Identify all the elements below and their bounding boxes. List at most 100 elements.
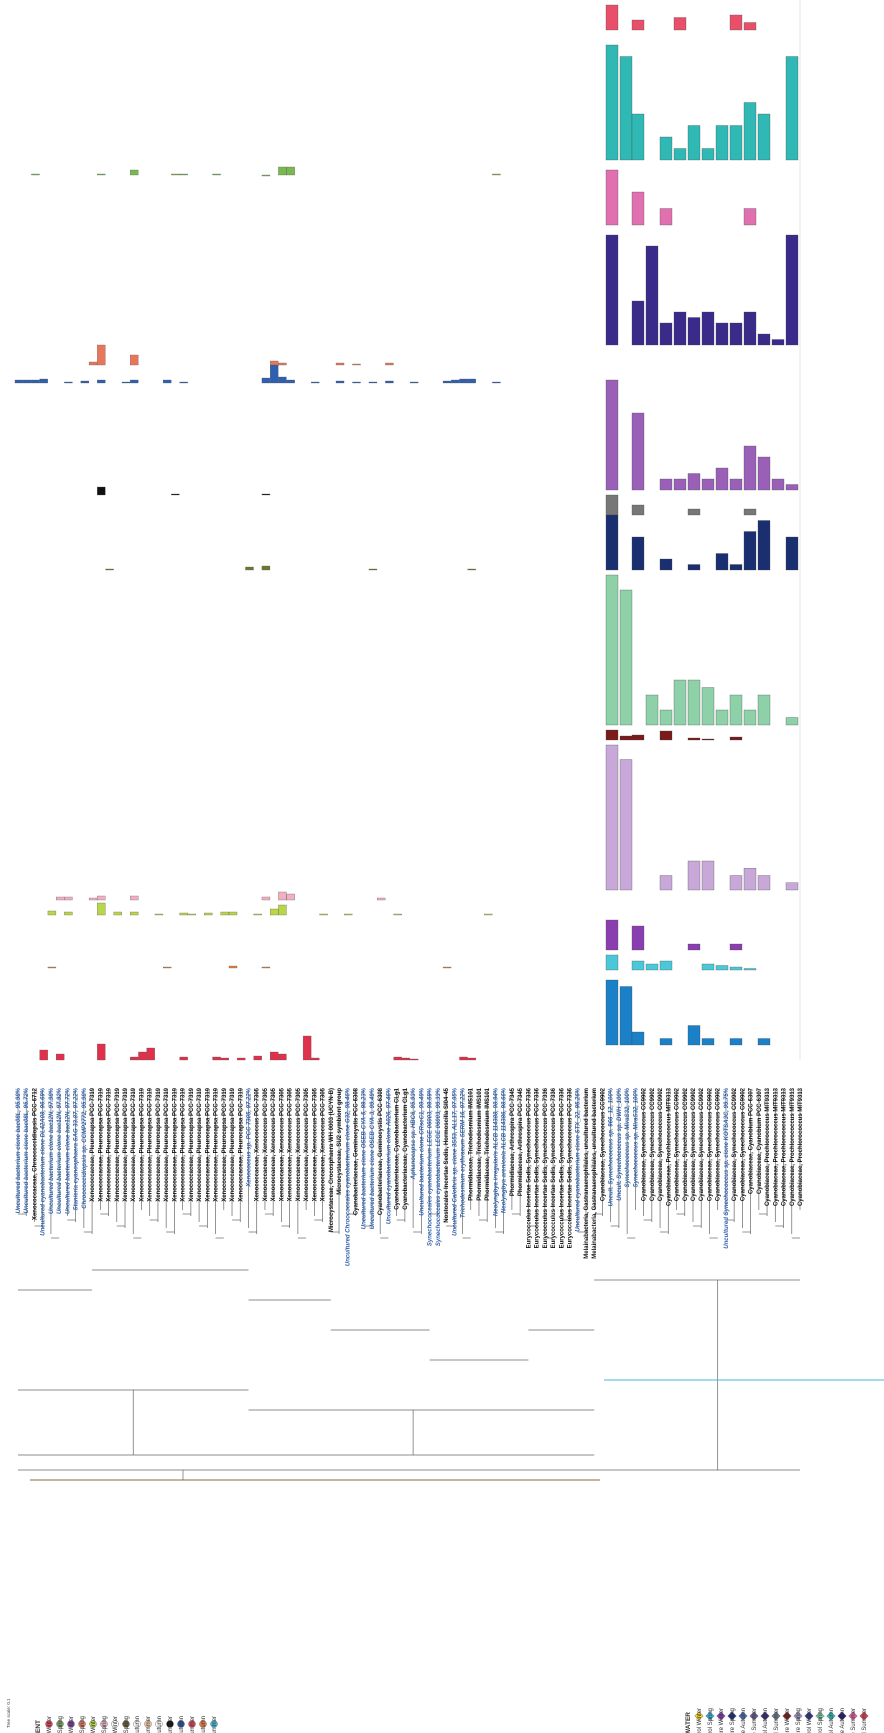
- abundance-bar: [631, 19, 645, 31]
- abundance-bar: [757, 520, 771, 571]
- abundance-bar: [631, 113, 645, 161]
- tip-label: Melainabacteria, Gastranaerophilales, un…: [592, 1088, 598, 1259]
- sediment-bar: [409, 1058, 419, 1061]
- sediment-bar: [278, 904, 287, 916]
- abundance-bar: [715, 709, 729, 726]
- legend-title: SEA WATER: [685, 1712, 692, 1733]
- abundance-bar: [659, 875, 673, 891]
- abundance-bar: [605, 919, 619, 951]
- tip-label: Uncultured bacterium clone bac12N, 97.92…: [57, 1087, 63, 1214]
- legend-swatch: [78, 1720, 86, 1728]
- abundance-bar: [757, 1038, 771, 1046]
- sediment-bar: [88, 897, 98, 901]
- abundance-bar: [659, 322, 673, 346]
- tree-tip-labels: Uncultured bacterium clone bac08L, 95.98…: [16, 1087, 804, 1266]
- tip-label: Microcystaceae, SU2 symbiont group: [337, 1088, 343, 1195]
- tip-label: Chroococcidiopsis sp. CCMP2772, 95.98%: [82, 1087, 88, 1208]
- sediment-bar: [492, 381, 501, 384]
- legend-swatch: [815, 1711, 825, 1721]
- abundance-bar: [673, 679, 687, 726]
- sediment-bar: [311, 1057, 320, 1061]
- abundance-bar: [605, 234, 619, 346]
- sediment-bar: [270, 1051, 279, 1061]
- sediment-bar: [270, 908, 279, 916]
- legend-label: CA Aquaculture Summer: [752, 1708, 758, 1733]
- sediment-bar: [97, 895, 106, 901]
- sediment-bar: [385, 362, 394, 366]
- abundance-bar: [687, 317, 701, 346]
- abundance-bar: [715, 322, 729, 346]
- sediment-bar: [130, 169, 139, 176]
- abundance-bar: [715, 553, 729, 571]
- tip-label: Aphanocapsa sp. HBC6, 95.93%: [411, 1087, 417, 1180]
- sediment-bar: [113, 911, 122, 916]
- tip-label: Cyanobiaceae, Prochlorococcus MIT9313: [765, 1087, 771, 1206]
- legend-swatch: [848, 1711, 858, 1721]
- abundance-bar: [743, 22, 757, 31]
- tip-label: Xenococcaceae, Xenococcus PCC-7305: [304, 1087, 310, 1201]
- tip-label: Uncult. Synechococcus sp. 966_12, 100%: [609, 1087, 615, 1206]
- legend-label: SA Control Summer: [862, 1708, 868, 1733]
- legend-label: CA Aquaculture Winter: [69, 1716, 75, 1733]
- abundance-bar: [673, 148, 687, 161]
- abundance-bar: [757, 333, 771, 346]
- sediment-bar: [261, 377, 271, 384]
- tip-label: Xenococcaceae, Xenococcus PCC-7305: [255, 1087, 261, 1201]
- abundance-bar: [701, 148, 715, 161]
- tip-label: Cyanobiaceae, Synechococcus CC9902: [650, 1087, 656, 1201]
- abundance-bar: [605, 44, 619, 161]
- sediment-bar: [352, 381, 361, 384]
- sediment-bar: [130, 379, 139, 384]
- sediment-bar: [187, 913, 197, 916]
- tip-label: Xenococcaceae, Pleurocapsa PCC-7319: [189, 1087, 195, 1201]
- sediment-bar: [212, 1056, 221, 1061]
- sediment-bar: [442, 966, 452, 969]
- sediment-bar: [39, 378, 48, 384]
- abundance-bar: [645, 694, 659, 726]
- abundance-bar: [659, 1038, 673, 1046]
- sediment-bar: [286, 893, 295, 901]
- sediment-bar: [286, 379, 295, 384]
- tip-label: Eurycocculus Incertae Sedis, Synechococc…: [551, 1087, 557, 1248]
- abundance-bar: [605, 379, 619, 491]
- abundance-bar: [785, 234, 799, 346]
- sediment-bar: [459, 1056, 468, 1061]
- sediment-bar: [64, 381, 73, 384]
- sediment-bar: [278, 362, 287, 366]
- sediment-bar: [88, 361, 98, 366]
- sediment-bar: [278, 376, 287, 384]
- tip-label: Xenococcaceae, Pleurocapsa PCC-7319: [90, 1087, 96, 1201]
- abundance-bar: [743, 445, 757, 491]
- tip-label: Uncultured bacterium clone OSEB-CYA-3, 9…: [370, 1087, 376, 1229]
- legend-swatch: [859, 1711, 869, 1721]
- sediment-bar: [401, 1057, 411, 1061]
- abundance-bar: [729, 875, 743, 891]
- tip-label: Synechococcales cyanobacterium LEGE 0600…: [428, 1087, 434, 1246]
- abundance-bar: [605, 494, 619, 516]
- sediment-bar: [377, 897, 386, 901]
- abundance-bar: [715, 467, 729, 491]
- legend-swatch: [67, 1720, 75, 1728]
- abundance-bar: [701, 963, 715, 971]
- legend-swatch: [166, 1720, 174, 1728]
- legend-swatch: [760, 1711, 770, 1721]
- legend-label: SA Aquaculture Summer: [851, 1708, 857, 1733]
- abundance-bar: [743, 508, 757, 516]
- sediment-bar: [56, 896, 65, 901]
- sediment-bar: [97, 1043, 106, 1061]
- abundance-bar: [605, 729, 619, 741]
- legend-label: SA Control Summer: [190, 1716, 196, 1733]
- tip-label: Phormidiaceae, Arthrospira PCC-7345: [510, 1087, 516, 1196]
- legend-label: CA Control Spring: [708, 1708, 714, 1733]
- abundance-bar: [631, 300, 645, 346]
- tip-label: Cyanobiaceae, Prochlorococcus MIT9313: [782, 1087, 788, 1206]
- tip-label: Cyanobiaceae, Cyanobium PCC-6307: [749, 1087, 755, 1194]
- legends: SEDIMENT CA Control Winter CA Control Spri…: [35, 1708, 869, 1733]
- tip-label: Xenococcaceae, Pleurocapsa PCC-7319: [205, 1087, 211, 1201]
- sediment-bar: [130, 1056, 139, 1061]
- sediment-bar: [204, 912, 213, 916]
- tip-label: Xenococcaceae, Chroococcidiopsis PCC-671…: [32, 1087, 38, 1220]
- abundance-bar: [659, 709, 673, 726]
- abundance-bar: [619, 759, 633, 891]
- sediment-bar: [492, 173, 501, 176]
